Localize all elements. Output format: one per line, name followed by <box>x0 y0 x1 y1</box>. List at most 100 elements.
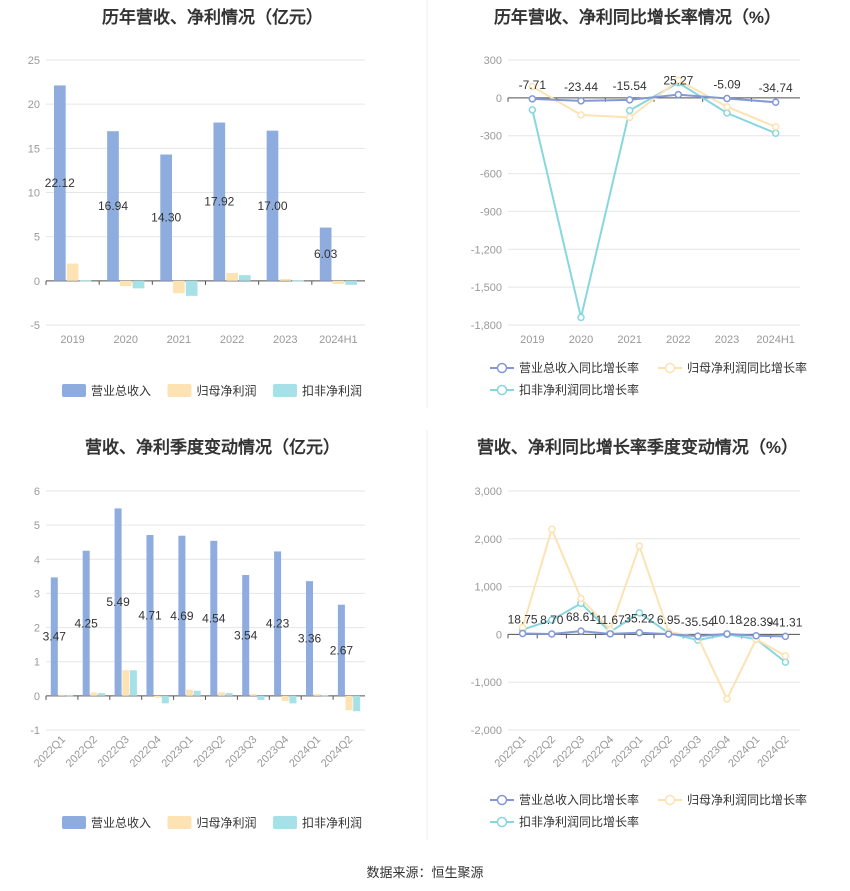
x-tick-label: 2023Q3 <box>668 734 704 770</box>
data-label: 17.92 <box>204 195 234 209</box>
bar-net-profit <box>58 694 66 696</box>
bar-deducted-profit <box>161 695 169 704</box>
bar-revenue <box>50 577 58 696</box>
data-label: 25.27 <box>663 74 693 88</box>
data-label: 16.94 <box>98 199 128 213</box>
bar-revenue <box>274 551 282 696</box>
bar-deducted-profit <box>97 693 106 696</box>
bar-deducted-profit <box>79 280 92 282</box>
data-point <box>674 90 683 99</box>
legend-label: 营业总收入 <box>91 816 151 830</box>
legend-label: 扣非净利润同比增长率 <box>519 814 639 829</box>
bar-revenue <box>266 130 279 281</box>
bar-revenue <box>114 508 122 696</box>
x-tick-label: 2023Q4 <box>255 734 291 770</box>
legend-marker <box>664 362 676 374</box>
data-label: 3.54 <box>234 628 258 642</box>
legend-swatch <box>273 384 297 397</box>
bar-net-profit <box>90 692 98 696</box>
data-label: 5.49 <box>106 595 130 609</box>
data-point <box>781 658 790 666</box>
annual-amount-legend: 营业总收入 归母净利润 扣非净利润 <box>62 384 362 398</box>
x-tick-label: 2023Q1 <box>609 734 645 770</box>
data-point <box>723 630 731 638</box>
legend-swatch <box>273 816 297 829</box>
data-label: -28.39 <box>739 615 773 629</box>
y-tick-label: 1,000 <box>474 582 502 594</box>
data-label: 18.75 <box>508 613 538 627</box>
data-label: 17.00 <box>257 199 287 213</box>
data-point <box>771 129 780 137</box>
data-label: 4.25 <box>75 616 99 630</box>
y-tick-label: 4 <box>34 554 40 566</box>
data-label: 4.23 <box>266 617 290 631</box>
series-line-net-profit <box>521 526 786 702</box>
bar-revenue <box>210 540 218 696</box>
bar-revenue <box>82 550 90 696</box>
bar-revenue <box>213 122 226 281</box>
data-point <box>518 629 527 638</box>
x-tick-label: 2021 <box>617 334 641 346</box>
x-tick-label: 2024Q2 <box>755 734 791 770</box>
data-point <box>781 632 790 641</box>
bar-revenue <box>178 535 186 696</box>
data-point <box>548 630 556 638</box>
data-point <box>723 695 731 703</box>
y-tick-label: 1 <box>34 657 40 669</box>
x-tick-label: 2019 <box>520 334 544 346</box>
x-tick-label: 2024Q1 <box>726 734 762 770</box>
quarterly-amount-chart: -101234562022Q12022Q22022Q32022Q42023Q12… <box>30 486 365 830</box>
data-point <box>548 616 556 624</box>
quarterly-amount-legend: 营业总收入 归母净利润 扣非净利润 <box>62 816 362 830</box>
x-tick-label: 2024H1 <box>319 334 358 346</box>
data-point <box>664 630 673 638</box>
bar-revenue <box>160 154 173 281</box>
y-tick-label: 3 <box>34 588 40 600</box>
y-tick-label: 0 <box>496 629 502 641</box>
data-label: 3.36 <box>298 631 322 645</box>
data-point <box>723 102 731 111</box>
data-label: 10.18 <box>712 613 742 627</box>
legend-marker <box>496 794 508 806</box>
legend-label: 归母净利润同比增长率 <box>687 792 807 807</box>
legend-label: 扣非净利润 <box>302 816 362 830</box>
y-tick-label: 5 <box>34 232 40 244</box>
data-label: 4.71 <box>138 608 162 622</box>
data-point <box>528 95 537 103</box>
data-point <box>577 313 585 322</box>
series-line-net-profit <box>531 79 777 128</box>
data-label: 8.70 <box>540 613 564 627</box>
legend-marker <box>496 384 508 396</box>
y-tick-label: 15 <box>28 143 40 155</box>
legend-label: 扣非净利润 <box>302 384 362 398</box>
bar-deducted-profit <box>129 670 137 696</box>
x-tick-label: 2022 <box>220 334 244 346</box>
bar-deducted-profit <box>225 693 233 696</box>
legend-swatch <box>62 384 86 397</box>
bar-revenue <box>319 227 332 281</box>
x-tick-label: 2022Q2 <box>522 734 558 770</box>
series-line-deducted-profit <box>522 602 787 663</box>
bar-net-profit <box>122 670 130 696</box>
y-tick-label: -1,800 <box>471 320 502 332</box>
data-source: 数据来源：恒生聚源 <box>366 865 484 880</box>
data-label: -15.54 <box>613 79 647 93</box>
x-tick-label: 2019 <box>60 334 84 346</box>
bar-deducted-profit <box>185 280 198 296</box>
y-tick-label: 0 <box>496 93 502 105</box>
x-tick-label: 2022Q4 <box>128 734 164 770</box>
x-tick-label: 2022 <box>666 334 690 346</box>
x-tick-label: 2022Q2 <box>64 734 100 770</box>
x-tick-label: 2021 <box>167 334 191 346</box>
data-label: 11.67 <box>596 613 625 627</box>
data-label: 4.69 <box>170 609 194 623</box>
bar-net-profit <box>281 695 289 701</box>
legend-label: 归母净利润 <box>197 816 257 830</box>
series-line-deducted-profit <box>531 81 777 318</box>
y-tick-label: -300 <box>480 131 502 143</box>
data-point <box>625 113 634 122</box>
bar-revenue <box>337 604 345 696</box>
data-label: 35.22 <box>624 612 654 626</box>
